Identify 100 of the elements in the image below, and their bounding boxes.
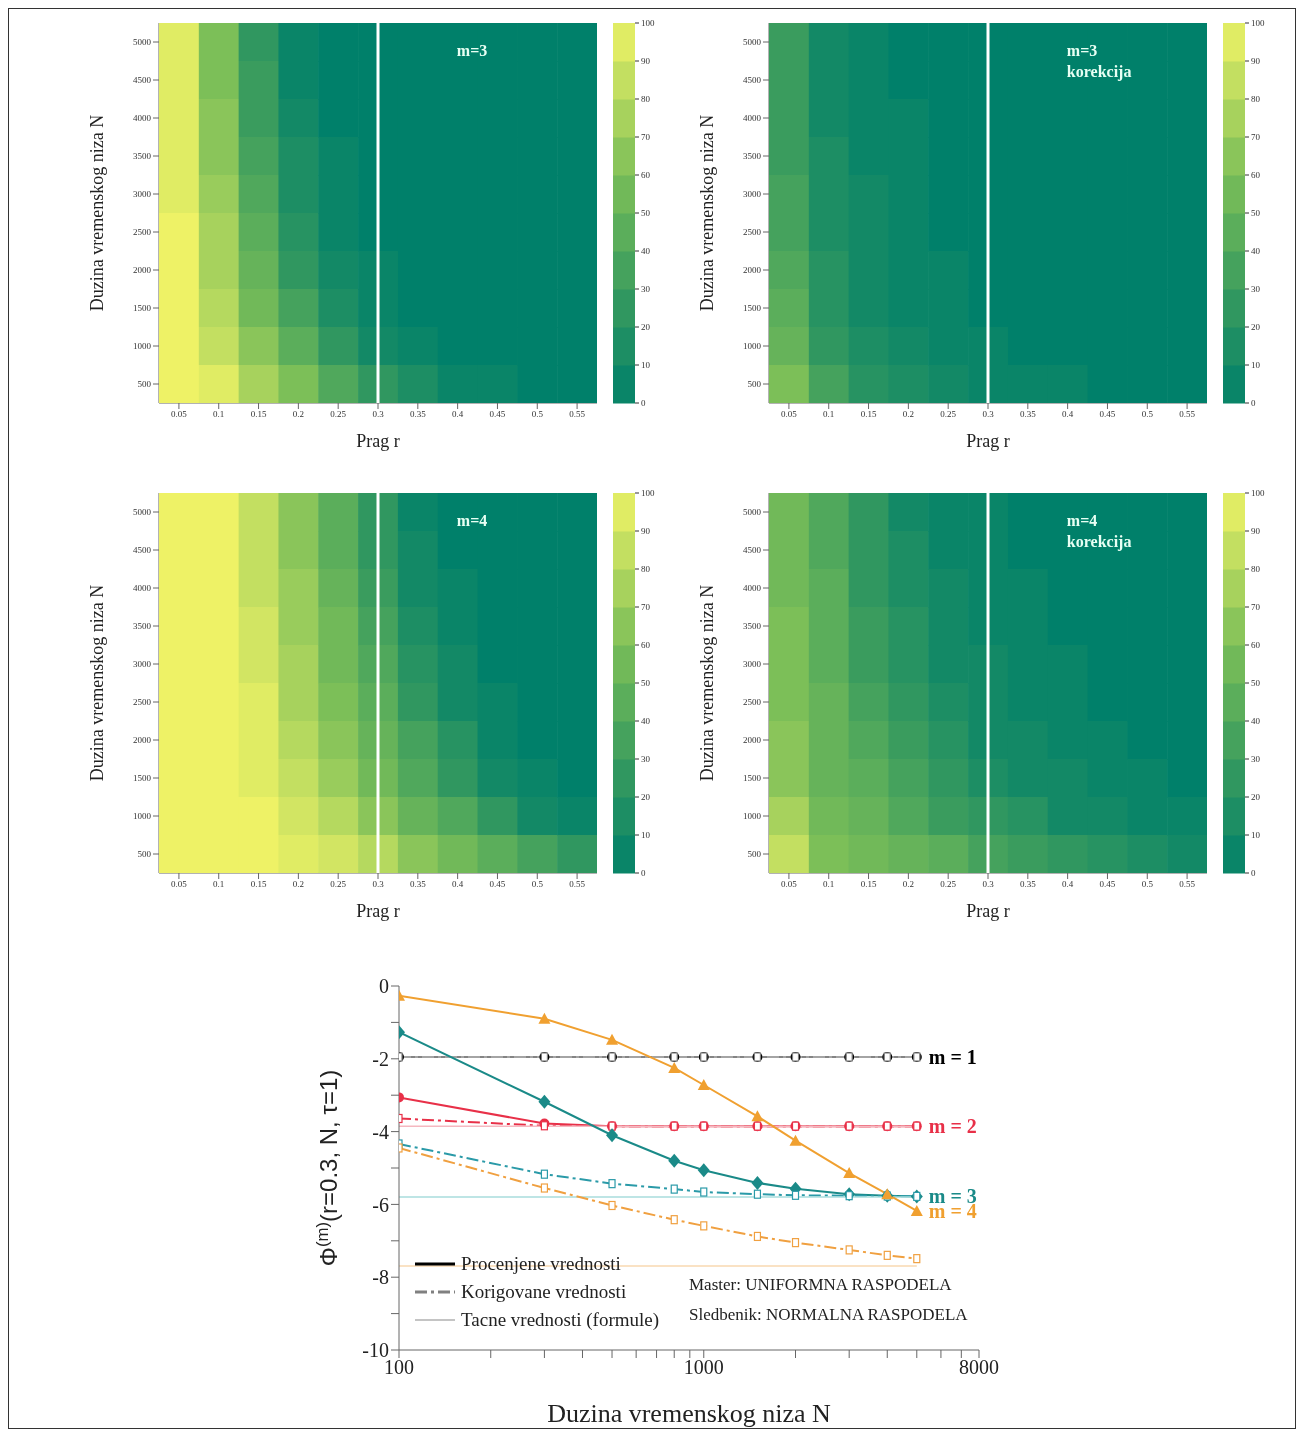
color-bar-label: 0 (641, 868, 646, 878)
y-tick-label: 1000 (743, 811, 762, 822)
x-tick-label: 0.1 (213, 409, 225, 420)
x-tick-label: 0.45 (1099, 409, 1116, 420)
annotation: m=4 (456, 511, 489, 531)
color-bar-label: 0 (1251, 398, 1256, 408)
x-tick-label: 0.1 (823, 409, 835, 420)
y-tick-label: 4000 (743, 583, 762, 594)
y-tick-label: 4000 (133, 113, 152, 124)
x-tick-label: 0.25 (330, 409, 347, 420)
annotation: Master: UNIFORMNA RASPODELA (689, 1274, 953, 1296)
y-tick-label: 4000 (743, 113, 762, 124)
x-axis-title: Prag r (966, 901, 1010, 921)
color-bar-label: 10 (1251, 830, 1261, 840)
color-bar-label: 90 (641, 56, 651, 66)
color-bar-label: 100 (641, 18, 655, 28)
x-tick-label: 0.35 (409, 879, 427, 890)
x-tick-label: 0.15 (250, 409, 267, 420)
series-label: m = 1 (928, 1045, 977, 1068)
x-tick-label: 100 (384, 1356, 414, 1379)
y-axis-title: Duzina vremenskog niza N (87, 584, 108, 782)
y-tick-label: 1500 (743, 773, 762, 784)
y-tick-label: 5000 (743, 37, 762, 48)
color-bar-label: 20 (1251, 792, 1261, 802)
color-bar-label: 50 (1251, 678, 1261, 688)
y-tick-label: 3000 (133, 189, 152, 200)
y-tick-label: 4500 (743, 75, 762, 86)
y-tick-label: 5000 (743, 507, 762, 518)
x-axis-title: Prag r (356, 901, 400, 921)
y-tick-label: 1000 (743, 341, 762, 352)
colorbar: 0 10 20 30 40 50 60 70 80 90 100 (611, 15, 675, 415)
color-bar-label: 20 (641, 322, 651, 332)
annotation: Procenjene vrednosti (461, 1252, 621, 1276)
x-tick-label: 0.15 (860, 879, 877, 890)
y-tick-label: 4500 (133, 545, 152, 556)
y-tick-label: 3000 (743, 189, 762, 200)
y-axis-title: Duzina vremenskog niza N (697, 114, 718, 312)
color-bar-label: 70 (1251, 602, 1261, 612)
x-tick-label: 0.1 (213, 879, 225, 890)
y-tick-label: 1500 (743, 303, 762, 314)
x-tick-label: 0.2 (902, 879, 914, 890)
color-bar-label: 60 (641, 170, 651, 180)
y-tick-label: 2500 (743, 697, 762, 708)
color-bar-label: 80 (641, 564, 651, 574)
y-tick-label: -4 (372, 1120, 389, 1143)
color-bar-label: 80 (641, 94, 651, 104)
color-bar-label: 70 (641, 602, 651, 612)
y-tick-label: 4000 (133, 583, 152, 594)
y-tick-label: 2500 (133, 227, 152, 238)
color-bar-label: 10 (641, 360, 651, 370)
x-tick-label: 0.4 (452, 409, 464, 420)
x-tick-label: 0.45 (489, 879, 506, 890)
x-tick-label: 0.2 (902, 409, 914, 420)
color-bar-label: 20 (641, 792, 651, 802)
color-bar-label: 30 (1251, 754, 1261, 764)
x-tick-label: 0.55 (569, 879, 586, 890)
y-axis-title: Duzina vremenskog niza N (697, 584, 718, 782)
x-tick-label: 0.5 (1141, 879, 1154, 890)
x-tick-label: 0.4 (452, 879, 464, 890)
y-tick-label: 500 (747, 849, 762, 860)
x-tick-label: 0.5 (531, 409, 544, 420)
x-tick-label: 0.1 (823, 879, 835, 890)
colorbar: 0 10 20 30 40 50 60 70 80 90 100 (1221, 485, 1285, 885)
y-tick-label: 1500 (133, 773, 152, 784)
y-axis-title: Duzina vremenskog niza N (87, 114, 108, 312)
color-bar-label: 70 (1251, 132, 1261, 142)
x-tick-label: 0.4 (1062, 409, 1074, 420)
x-tick-label: 0.2 (292, 409, 304, 420)
x-tick-label: 0.5 (531, 879, 544, 890)
color-bar-label: 40 (1251, 716, 1261, 726)
colorbar: 0 10 20 30 40 50 60 70 80 90 100 (611, 485, 675, 885)
x-tick-label: 0.15 (860, 409, 877, 420)
annotation: Korigovane vrednosti (461, 1280, 627, 1304)
y-tick-label: 4500 (133, 75, 152, 86)
x-axis-title: Prag r (966, 431, 1010, 451)
colorbar: 0 10 20 30 40 50 60 70 80 90 100 (1221, 15, 1285, 415)
y-tick-label: -6 (372, 1193, 389, 1216)
color-bar-label: 20 (1251, 322, 1261, 332)
color-bar-label: 10 (1251, 360, 1261, 370)
annotation: m=3 (456, 41, 489, 61)
color-bar-label: 60 (1251, 640, 1261, 650)
y-tick-label: 2500 (743, 227, 762, 238)
y-tick-label: 1500 (133, 303, 152, 314)
x-tick-label: 0.3 (982, 409, 995, 420)
color-bar-label: 60 (641, 640, 651, 650)
color-bar-label: 50 (1251, 208, 1261, 218)
x-tick-label: 0.55 (1179, 409, 1196, 420)
y-tick-label: 0 (379, 975, 389, 998)
annotation: Tacne vrednosti (formule) (461, 1308, 660, 1332)
color-bar-label: 30 (1251, 284, 1261, 294)
color-bar-label: 70 (641, 132, 651, 142)
y-tick-label: 500 (747, 379, 762, 390)
x-tick-label: 0.35 (409, 409, 427, 420)
y-tick-label: -8 (372, 1266, 389, 1289)
color-bar-label: 0 (1251, 868, 1256, 878)
y-tick-label: 5000 (133, 507, 152, 518)
y-tick-label: -2 (372, 1047, 389, 1070)
x-tick-label: 0.3 (982, 879, 995, 890)
y-tick-label: 2000 (133, 265, 152, 276)
y-tick-label: 1000 (133, 811, 152, 822)
